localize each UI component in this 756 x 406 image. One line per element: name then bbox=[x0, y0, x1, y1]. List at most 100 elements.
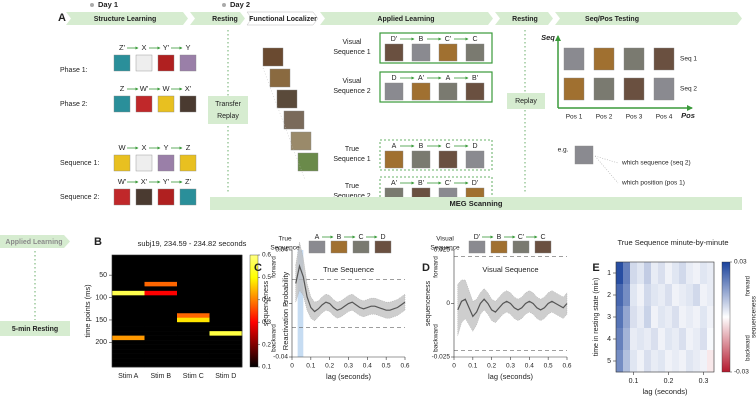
heat-cell bbox=[209, 317, 243, 323]
heat-cell bbox=[144, 286, 178, 292]
heat-cell bbox=[112, 295, 145, 301]
panel-label: E bbox=[592, 262, 599, 274]
heat-cell bbox=[209, 263, 243, 269]
question: which position (pos 1) bbox=[621, 180, 685, 187]
sequence-box bbox=[379, 32, 493, 64]
symbol: W' bbox=[118, 177, 127, 186]
colorbar-tick-label: 0.03 bbox=[734, 259, 747, 266]
heat-cell bbox=[623, 262, 631, 285]
x-tick-label: 0.2 bbox=[325, 363, 334, 370]
symbol: B' bbox=[472, 75, 478, 82]
picture bbox=[179, 154, 197, 172]
picture bbox=[157, 154, 175, 172]
heat-cell bbox=[209, 358, 243, 363]
heat-cell bbox=[144, 313, 178, 319]
y-axis-label: time in resting state (min) bbox=[593, 278, 600, 357]
heat-cell bbox=[144, 255, 178, 260]
heat-cell bbox=[658, 328, 666, 351]
heat-cell bbox=[112, 255, 145, 260]
picture bbox=[623, 77, 645, 101]
picture bbox=[593, 77, 615, 101]
x-tick-label: 0.6 bbox=[400, 363, 409, 370]
symbol: D' bbox=[472, 180, 478, 187]
replay-box bbox=[507, 93, 545, 109]
side-box bbox=[0, 321, 70, 336]
heat-cell bbox=[693, 350, 701, 373]
symbol: X' bbox=[141, 177, 148, 186]
heat-cell bbox=[112, 263, 145, 269]
heat-cell bbox=[637, 284, 645, 307]
plot-frame bbox=[111, 254, 243, 368]
heat-cell bbox=[177, 313, 210, 319]
heat-cell bbox=[112, 322, 145, 327]
heat-cell bbox=[679, 284, 687, 307]
heat-cell bbox=[637, 328, 645, 351]
x-axis-label: lag (seconds) bbox=[488, 372, 534, 381]
heat-cell bbox=[693, 262, 701, 285]
heat-cell bbox=[672, 306, 680, 329]
heat-cell bbox=[112, 358, 145, 363]
sequence-label: Visual bbox=[343, 39, 362, 46]
heat-cell bbox=[177, 349, 210, 354]
symbol: A bbox=[392, 143, 397, 150]
y-tick-label: 2 bbox=[607, 292, 611, 299]
symbol: Y' bbox=[163, 177, 170, 186]
x-axis-label: lag (seconds) bbox=[326, 372, 372, 381]
heat-cell bbox=[623, 284, 631, 307]
heat-cell bbox=[209, 286, 243, 292]
picture bbox=[563, 47, 585, 71]
heat-cell bbox=[630, 262, 638, 285]
sequence-box bbox=[379, 139, 493, 171]
stage-label: Applied Learning bbox=[377, 16, 434, 23]
heat-cell bbox=[700, 262, 708, 285]
picture bbox=[135, 54, 153, 72]
heat-cell bbox=[686, 350, 694, 373]
stage-label: Functional Localizer bbox=[249, 16, 317, 23]
replay: Replay bbox=[515, 98, 537, 105]
mean-line bbox=[457, 298, 568, 318]
heat-cell bbox=[665, 328, 673, 351]
symbol: A bbox=[315, 234, 320, 241]
heat-cell bbox=[144, 340, 178, 345]
question: which sequence (seq 2) bbox=[621, 160, 691, 167]
heat-cell bbox=[630, 328, 638, 351]
heat-cell bbox=[144, 272, 178, 278]
picture bbox=[157, 95, 175, 113]
x-tick-label: 0 bbox=[452, 363, 456, 370]
heat-cell bbox=[177, 322, 210, 327]
picture bbox=[653, 77, 675, 101]
heat-cell bbox=[144, 308, 178, 314]
phase-label: Sequence 1: bbox=[60, 160, 99, 167]
heat-cell bbox=[112, 272, 145, 278]
heat-cell bbox=[177, 255, 210, 260]
colorbar-tick-label: 0.2 bbox=[262, 341, 271, 348]
heat-cell bbox=[209, 272, 243, 278]
heat-cell bbox=[672, 284, 680, 307]
meg-label: MEG Scanning bbox=[450, 199, 503, 208]
inset-label: True bbox=[278, 236, 292, 243]
phase-label: Phase 2: bbox=[60, 101, 88, 108]
y-tick-label: 3 bbox=[607, 314, 611, 321]
y-axis-label: backward bbox=[433, 324, 440, 352]
heat-cell bbox=[637, 306, 645, 329]
heat-cell bbox=[623, 306, 631, 329]
heat-cell bbox=[679, 328, 687, 351]
heat-cell bbox=[112, 281, 145, 287]
symbol: C bbox=[540, 234, 545, 241]
picture bbox=[411, 43, 431, 62]
colorbar-tick-label: -0.03 bbox=[734, 369, 749, 376]
colorbar-tick-label: 0.3 bbox=[262, 319, 271, 326]
day-label: Day 1 bbox=[98, 0, 118, 9]
heat-cell bbox=[144, 317, 178, 323]
stage-band bbox=[246, 11, 319, 26]
day-marker bbox=[90, 3, 94, 7]
heat-cell bbox=[665, 262, 673, 285]
stage-band bbox=[555, 12, 742, 25]
stage-band bbox=[66, 12, 188, 25]
heat-cell bbox=[112, 259, 145, 265]
heat-cell bbox=[177, 362, 210, 368]
y-tick-label: 0.04 bbox=[275, 247, 288, 254]
pos-label: Pos 2 bbox=[596, 114, 613, 121]
y-tick-label: 50 bbox=[99, 272, 107, 279]
y-tick-label: 150 bbox=[95, 317, 107, 324]
